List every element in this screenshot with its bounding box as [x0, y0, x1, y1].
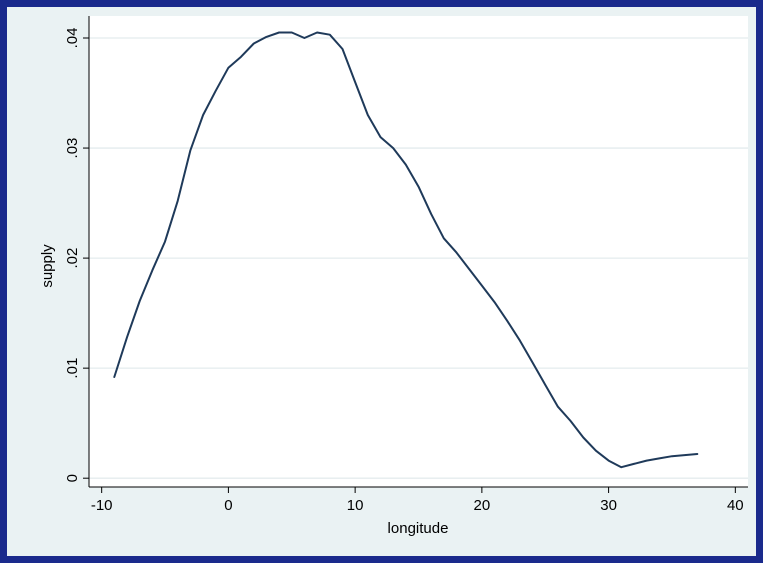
series-line — [113, 31, 699, 469]
axes — [88, 16, 748, 488]
y-tick-label: 0 — [64, 474, 81, 482]
y-tick-label: .04 — [64, 28, 81, 49]
plot-area — [89, 16, 748, 487]
x-tick-label: -10 — [91, 497, 113, 514]
gridlines — [89, 37, 748, 479]
x-tick-label: 20 — [474, 497, 491, 514]
x-axis-title: longitude — [388, 520, 449, 537]
x-tick-label: 30 — [600, 497, 617, 514]
y-axis-title: supply — [39, 244, 56, 288]
series-layer — [113, 31, 699, 469]
y-tick-label: .03 — [64, 138, 81, 159]
y-tick-label: .01 — [64, 358, 81, 379]
x-tick-label: 0 — [224, 497, 232, 514]
y-tick-label: .02 — [64, 248, 81, 269]
y-axis-ticks: 0 .01 .02 .03 .04 — [64, 28, 89, 482]
x-tick-label: 40 — [727, 497, 744, 514]
x-tick-label: 10 — [347, 497, 364, 514]
x-axis-ticks: -10 0 10 20 30 40 — [91, 487, 744, 514]
